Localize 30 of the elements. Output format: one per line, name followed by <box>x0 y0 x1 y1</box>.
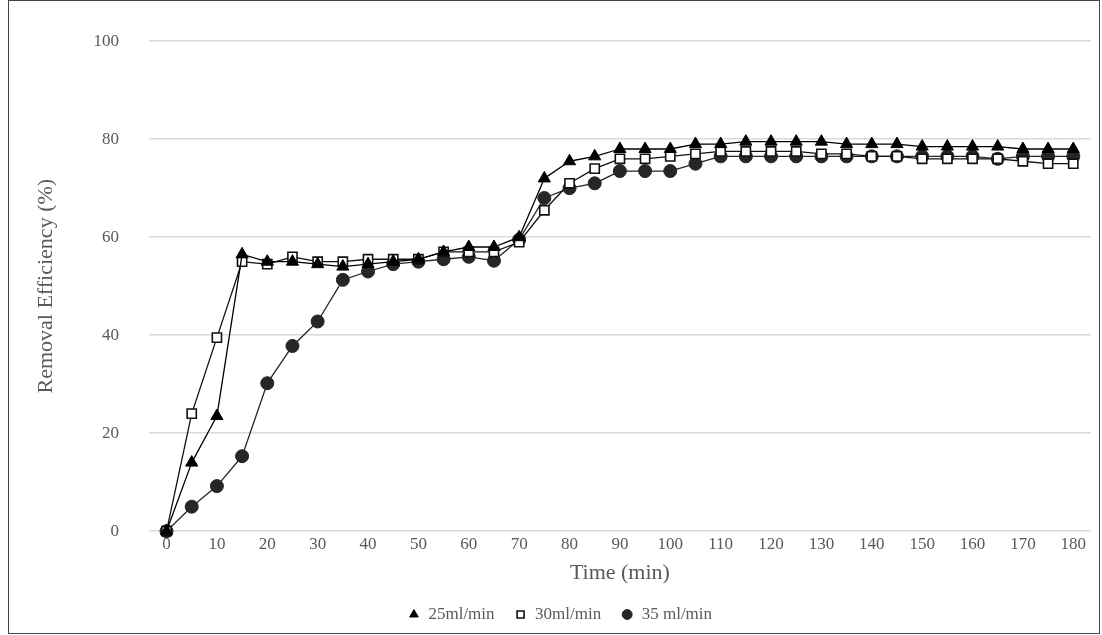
x-tick-label: 40 <box>359 533 377 553</box>
x-tick-label: 20 <box>258 533 276 553</box>
y-tick-label: 60 <box>101 226 119 246</box>
x-tick-label: 150 <box>909 533 935 553</box>
x-axis-title: Time (min) <box>569 558 670 584</box>
y-tick-label: 20 <box>101 422 119 442</box>
x-tick-label: 10 <box>208 533 226 553</box>
y-axis-title: Removal Efficiency (%) <box>31 178 57 394</box>
x-tick-label: 30 <box>309 533 327 553</box>
y-tick-label: 40 <box>101 324 119 344</box>
y-tick-label: 100 <box>93 30 119 50</box>
legend-label: 25ml/min <box>428 603 496 623</box>
x-tick-label: 180 <box>1060 533 1087 553</box>
x-tick-label: 80 <box>561 533 579 553</box>
legend-label: 30ml/min <box>535 603 602 623</box>
x-tick-label: 60 <box>460 533 478 553</box>
y-tick-label: 0 <box>110 520 119 540</box>
x-tick-label: 90 <box>611 533 629 553</box>
x-tick-label: 110 <box>708 533 734 553</box>
x-tick-label: 0 <box>162 533 171 553</box>
x-tick-label: 100 <box>657 533 684 553</box>
x-tick-label: 160 <box>959 533 986 553</box>
x-tick-label: 130 <box>808 533 835 553</box>
y-tick-label: 80 <box>101 128 119 148</box>
legend-label: 35 ml/min <box>641 603 713 623</box>
x-tick-label: 70 <box>510 533 528 553</box>
x-tick-label: 120 <box>758 533 784 553</box>
x-tick-label: 140 <box>859 533 885 553</box>
x-tick-label: 50 <box>409 533 427 553</box>
x-tick-label: 170 <box>1010 533 1036 553</box>
